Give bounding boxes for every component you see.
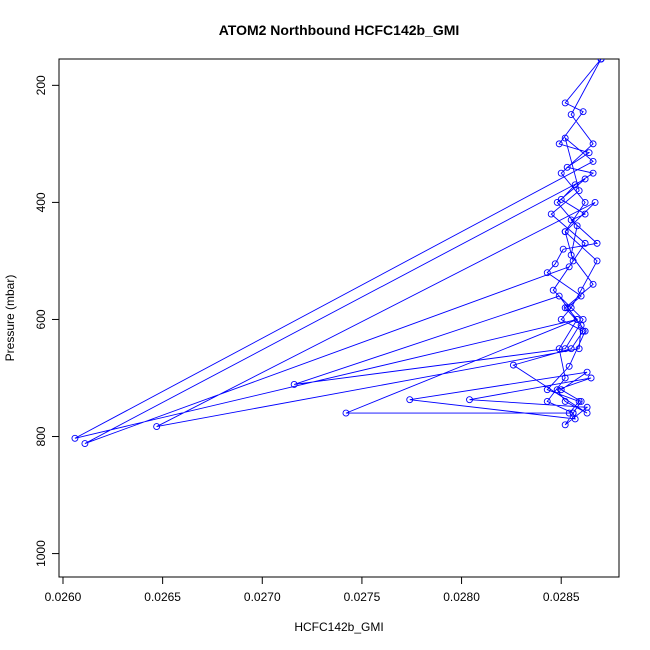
x-tick-label: 0.0280 (443, 590, 480, 604)
data-point (555, 140, 563, 148)
data-point (563, 163, 571, 171)
data-point (581, 175, 589, 183)
data-point (561, 397, 569, 405)
data-point (593, 257, 601, 265)
data-point (579, 327, 587, 335)
data-point (581, 210, 589, 218)
data-point (565, 409, 573, 417)
data-point (406, 396, 414, 404)
data-point (81, 440, 89, 447)
data-point (577, 397, 585, 405)
data-point (573, 316, 581, 323)
y-tick-label: 200 (34, 75, 48, 95)
data-point (581, 327, 589, 335)
data-point (559, 245, 567, 253)
data-point (71, 434, 79, 442)
data-point (585, 149, 593, 157)
data-point (547, 210, 555, 218)
data-point (543, 397, 551, 405)
data-point (466, 396, 473, 404)
y-axis: 200 400 600 800 1000 (34, 75, 60, 567)
data-point (342, 409, 350, 417)
x-tick-label: 0.0265 (144, 590, 181, 604)
data-point (589, 280, 597, 288)
data-point (553, 198, 561, 206)
data-point (571, 415, 579, 423)
x-tick-label: 0.0275 (344, 590, 381, 604)
y-tick-label: 400 (34, 192, 48, 212)
data-point (561, 421, 569, 429)
x-axis: 0.0260 0.0265 0.0270 0.0275 0.0280 0.0285 (45, 576, 580, 604)
data-point (569, 257, 577, 265)
data-point (553, 386, 561, 394)
data-point (583, 368, 591, 376)
data-point (573, 222, 581, 230)
data-point (153, 423, 161, 431)
data-point (567, 216, 575, 224)
data-point (561, 228, 569, 236)
data-point (565, 362, 573, 370)
data-point (583, 409, 591, 417)
data-point (567, 304, 575, 312)
data-point (551, 260, 559, 268)
data-point (577, 286, 585, 294)
y-axis-label: Pressure (mbar) (3, 275, 17, 362)
x-tick-label: 0.0260 (45, 590, 82, 604)
series-line (74, 59, 602, 444)
data-point (561, 99, 569, 107)
data-point (543, 386, 551, 394)
x-tick-label: 0.0285 (543, 590, 580, 604)
data-point (565, 263, 573, 271)
data-point (571, 181, 579, 189)
data-point (577, 321, 585, 329)
y-tick-label: 1000 (34, 540, 48, 567)
data-point (587, 374, 595, 382)
data-point (567, 251, 575, 259)
data-point (593, 239, 601, 247)
data-point (290, 380, 298, 388)
data-point (581, 198, 589, 206)
data-point (549, 286, 557, 294)
data-point (557, 386, 565, 394)
data-point (597, 59, 605, 63)
data-point (509, 361, 517, 369)
data-point (589, 157, 597, 165)
data-point (589, 140, 597, 148)
data-point (579, 108, 587, 116)
data-point (567, 111, 575, 119)
data-point (581, 239, 589, 247)
data-point (557, 169, 565, 177)
x-tick-label: 0.0270 (244, 590, 281, 604)
data-point (543, 269, 551, 277)
data-point (563, 304, 571, 312)
data-point (567, 345, 575, 353)
x-axis-label: HCFC142b_GMI (294, 620, 383, 634)
y-tick-label: 600 (34, 309, 48, 329)
series-layer (71, 59, 605, 447)
data-point (575, 187, 583, 195)
data-point (575, 397, 583, 405)
data-point (569, 409, 577, 417)
plot-frame (58, 58, 620, 578)
data-point (575, 345, 583, 353)
data-point (561, 134, 569, 142)
data-point (591, 198, 599, 206)
y-tick-label: 800 (34, 426, 48, 446)
data-point (557, 316, 565, 323)
data-point (555, 345, 563, 353)
data-point (561, 374, 569, 382)
data-point (555, 292, 563, 300)
data-point (589, 169, 597, 177)
chart-title: ATOM2 Northbound HCFC142b_GMI (219, 22, 460, 38)
